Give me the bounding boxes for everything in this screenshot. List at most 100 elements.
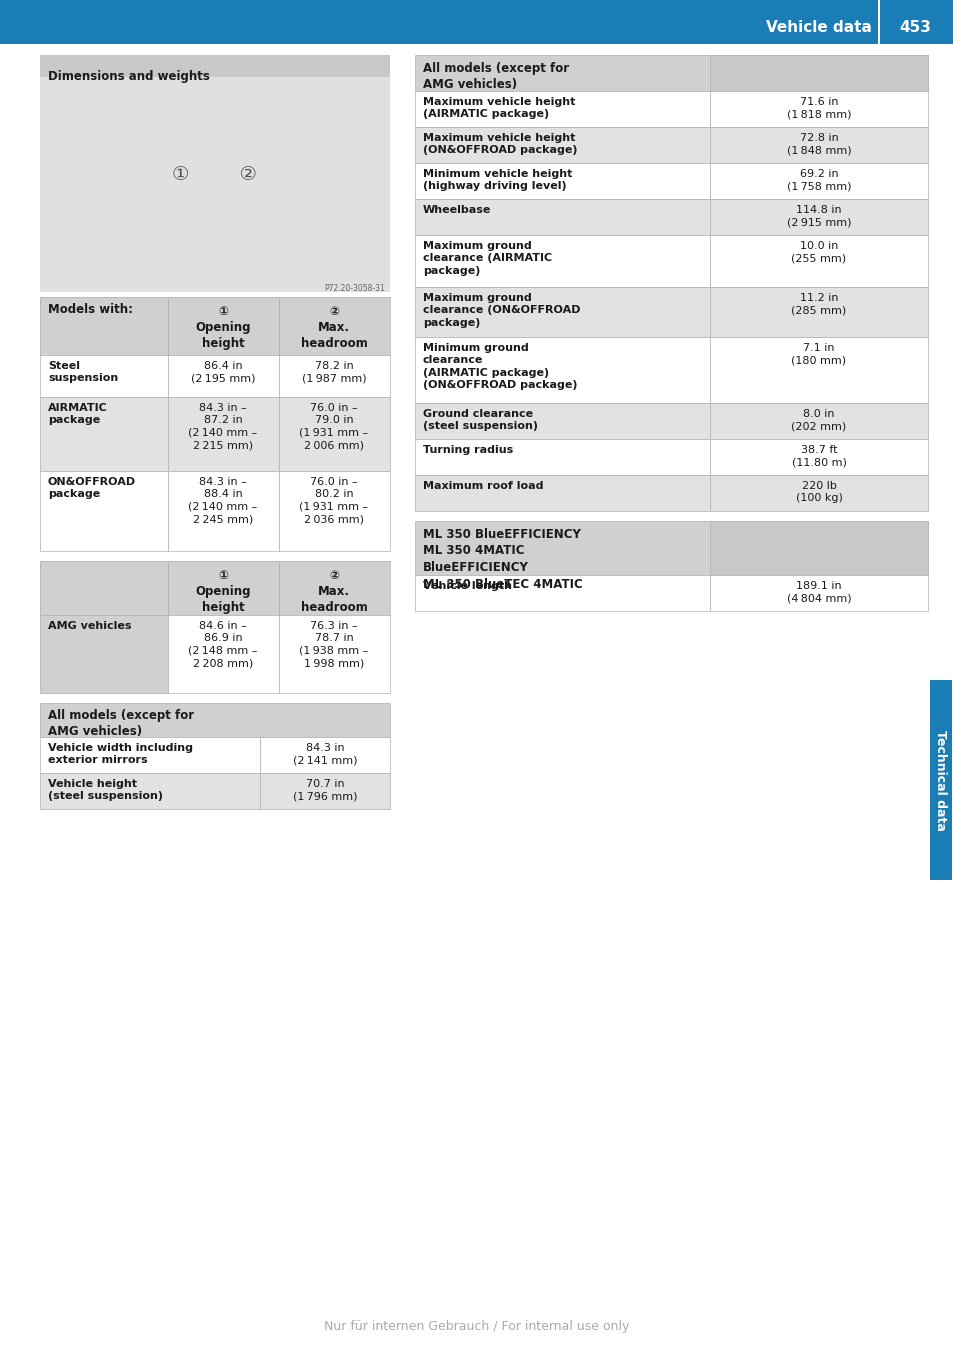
Text: Ground clearance
(steel suspension): Ground clearance (steel suspension) — [422, 409, 537, 432]
Text: Maximum vehicle height
(AIRMATIC package): Maximum vehicle height (AIRMATIC package… — [422, 97, 575, 119]
Bar — [709, 521, 927, 575]
Text: 86.4 in
(2 195 mm): 86.4 in (2 195 mm) — [191, 362, 255, 383]
Text: ①
Opening
height: ① Opening height — [195, 305, 251, 349]
Text: 7.1 in
(180 mm): 7.1 in (180 mm) — [791, 343, 845, 366]
Text: Minimum ground
clearance
(AIRMATIC package)
(ON&OFFROAD package): Minimum ground clearance (AIRMATIC packa… — [422, 343, 577, 390]
Text: 71.6 in
(1 818 mm): 71.6 in (1 818 mm) — [786, 97, 850, 119]
Bar — [415, 575, 709, 611]
Text: 78.2 in
(1 987 mm): 78.2 in (1 987 mm) — [301, 362, 366, 383]
Text: Technical data: Technical data — [934, 730, 946, 830]
Bar — [260, 737, 390, 773]
Bar — [278, 471, 390, 551]
Text: ML 350 BlueEFFICIENCY
ML 350 4MATIC
BlueEFFICIENCY
ML 350 BlueTEC 4MATIC: ML 350 BlueEFFICIENCY ML 350 4MATIC Blue… — [422, 528, 582, 590]
Text: All models (except for
AMG vehicles): All models (except for AMG vehicles) — [422, 62, 569, 91]
Bar — [40, 56, 390, 77]
Bar — [278, 297, 390, 355]
Bar — [415, 287, 709, 337]
Bar — [415, 56, 927, 91]
Bar — [260, 773, 390, 808]
Bar — [40, 615, 168, 693]
Bar — [40, 561, 168, 615]
Bar — [168, 471, 278, 551]
Bar — [415, 521, 927, 575]
Bar — [709, 127, 927, 162]
Text: Nur für internen Gebrauch / For internal use only: Nur für internen Gebrauch / For internal… — [324, 1320, 629, 1332]
Bar — [168, 297, 278, 355]
Text: 69.2 in
(1 758 mm): 69.2 in (1 758 mm) — [786, 169, 850, 191]
Text: P72.20-3058-31: P72.20-3058-31 — [324, 284, 385, 292]
Bar — [709, 575, 927, 611]
Bar — [709, 403, 927, 439]
Bar — [415, 127, 709, 162]
Bar — [278, 297, 390, 355]
Text: ①        ②: ① ② — [172, 165, 257, 184]
Bar — [40, 471, 168, 551]
Bar — [709, 91, 927, 127]
Bar — [709, 199, 927, 236]
Text: 70.7 in
(1 796 mm): 70.7 in (1 796 mm) — [293, 779, 356, 802]
Bar — [168, 615, 278, 693]
Text: 38.7 ft
(11.80 m): 38.7 ft (11.80 m) — [791, 445, 845, 467]
Bar — [40, 773, 260, 808]
Bar — [40, 737, 260, 773]
Bar — [877, 0, 879, 43]
Text: AMG vehicles: AMG vehicles — [48, 621, 132, 631]
Text: Vehicle height
(steel suspension): Vehicle height (steel suspension) — [48, 779, 163, 802]
Bar — [709, 337, 927, 403]
Text: Dimensions and weights: Dimensions and weights — [48, 70, 210, 83]
Bar — [40, 297, 168, 355]
Text: 72.8 in
(1 848 mm): 72.8 in (1 848 mm) — [786, 133, 850, 156]
Bar — [415, 91, 709, 127]
Bar — [278, 615, 390, 693]
Text: Vehicle data: Vehicle data — [765, 19, 871, 34]
Bar — [40, 561, 168, 615]
Bar — [415, 337, 709, 403]
Text: Vehicle width including
exterior mirrors: Vehicle width including exterior mirrors — [48, 743, 193, 765]
Text: Turning radius: Turning radius — [422, 445, 513, 455]
Text: 84.3 in
(2 141 mm): 84.3 in (2 141 mm) — [293, 743, 356, 765]
Text: 76.0 in –
79.0 in
(1 931 mm –
2 006 mm): 76.0 in – 79.0 in (1 931 mm – 2 006 mm) — [299, 403, 368, 450]
Text: Maximum vehicle height
(ON&OFFROAD package): Maximum vehicle height (ON&OFFROAD packa… — [422, 133, 577, 156]
Text: 10.0 in
(255 mm): 10.0 in (255 mm) — [791, 241, 845, 264]
Bar — [40, 77, 390, 292]
Bar — [168, 355, 278, 397]
Bar — [278, 397, 390, 471]
Bar — [40, 703, 390, 737]
Text: 76.3 in –
78.7 in
(1 938 mm –
1 998 mm): 76.3 in – 78.7 in (1 938 mm – 1 998 mm) — [299, 621, 368, 669]
Bar — [0, 0, 953, 43]
Bar — [168, 297, 278, 355]
Text: ON&OFFROAD
package: ON&OFFROAD package — [48, 477, 136, 500]
Bar — [709, 236, 927, 287]
Text: 84.3 in –
87.2 in
(2 140 mm –
2 215 mm): 84.3 in – 87.2 in (2 140 mm – 2 215 mm) — [188, 403, 257, 450]
Bar — [415, 236, 709, 287]
Bar — [929, 680, 951, 880]
Bar — [415, 162, 709, 199]
Bar — [278, 355, 390, 397]
Text: 189.1 in
(4 804 mm): 189.1 in (4 804 mm) — [786, 581, 850, 604]
Bar — [168, 561, 278, 615]
Bar — [415, 475, 709, 510]
Text: Maximum ground
clearance (AIRMATIC
package): Maximum ground clearance (AIRMATIC packa… — [422, 241, 552, 276]
Text: 220 lb
(100 kg): 220 lb (100 kg) — [795, 481, 841, 504]
Text: 453: 453 — [898, 19, 930, 34]
Text: ①
Opening
height: ① Opening height — [195, 569, 251, 613]
Text: 76.0 in –
80.2 in
(1 931 mm –
2 036 mm): 76.0 in – 80.2 in (1 931 mm – 2 036 mm) — [299, 477, 368, 524]
Text: ②
Max.
headroom: ② Max. headroom — [300, 305, 367, 349]
Bar — [415, 199, 709, 236]
Text: 8.0 in
(202 mm): 8.0 in (202 mm) — [791, 409, 845, 432]
Bar — [415, 439, 709, 475]
Text: Wheelbase: Wheelbase — [422, 204, 491, 215]
Text: 11.2 in
(285 mm): 11.2 in (285 mm) — [791, 292, 845, 315]
Bar — [415, 403, 709, 439]
Bar — [709, 439, 927, 475]
Text: Models with:: Models with: — [48, 303, 132, 315]
Bar — [40, 297, 168, 355]
Text: AIRMATIC
package: AIRMATIC package — [48, 403, 108, 425]
Bar — [278, 561, 390, 615]
Text: 84.3 in –
88.4 in
(2 140 mm –
2 245 mm): 84.3 in – 88.4 in (2 140 mm – 2 245 mm) — [188, 477, 257, 524]
Bar — [40, 397, 168, 471]
Text: 114.8 in
(2 915 mm): 114.8 in (2 915 mm) — [786, 204, 850, 227]
Text: Maximum roof load: Maximum roof load — [422, 481, 543, 492]
Bar — [709, 162, 927, 199]
Bar — [168, 561, 278, 615]
